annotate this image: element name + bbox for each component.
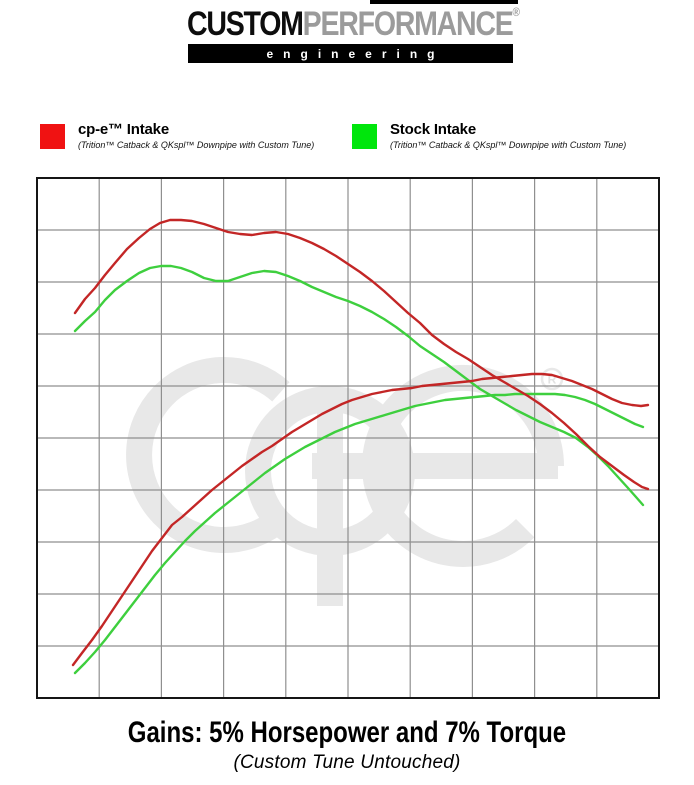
grid-lines [37, 178, 659, 698]
brand-wordmark: CUSTOMPERFORMANCE® [187, 6, 583, 43]
brand-performance-text: PERFORMANCE [302, 5, 514, 43]
caption: Gains: 5% Horsepower and 7% Torque (Cust… [0, 716, 694, 774]
cpe-watermark: R [126, 357, 564, 606]
gains-title: Gains: 5% Horsepower and 7% Torque [127, 716, 567, 749]
legend-swatch-red [40, 124, 65, 149]
legend-subtitle: (Trition™ Catback & QKspl™ Downpipe with… [78, 140, 315, 150]
legend-subtitle: (Trition™ Catback & QKspl™ Downpipe with… [390, 140, 627, 150]
legend-item-cpe-intake: cp-e™ Intake (Trition™ Catback & QKspl™ … [40, 121, 315, 150]
brand-custom-text: CUSTOM [187, 5, 304, 43]
legend-title: cp-e™ Intake [78, 121, 169, 138]
watermark-letter-e-ring [362, 364, 564, 567]
legend-item-stock-intake: Stock Intake (Trition™ Catback & QKspl™ … [352, 121, 627, 150]
gains-subtitle: (Custom Tune Untouched) [233, 752, 461, 773]
legend-title: Stock Intake [390, 121, 476, 138]
curve-cpe-torque [73, 218, 650, 491]
curve-cpe-horsepower [71, 372, 650, 667]
registered-trademark-icon: ® [512, 5, 520, 19]
watermark-registered-letter: R [548, 373, 557, 387]
legend-swatch-green [352, 124, 377, 149]
brand-engineering-bar: engineering [188, 44, 513, 63]
plot-border [36, 177, 660, 699]
curve-stock-torque [73, 264, 645, 507]
watermark-letter-c [126, 357, 290, 553]
curve-stock-horsepower [73, 392, 645, 675]
brand-engineering-text: engineering [266, 46, 445, 61]
brand-top-strip [370, 0, 518, 4]
